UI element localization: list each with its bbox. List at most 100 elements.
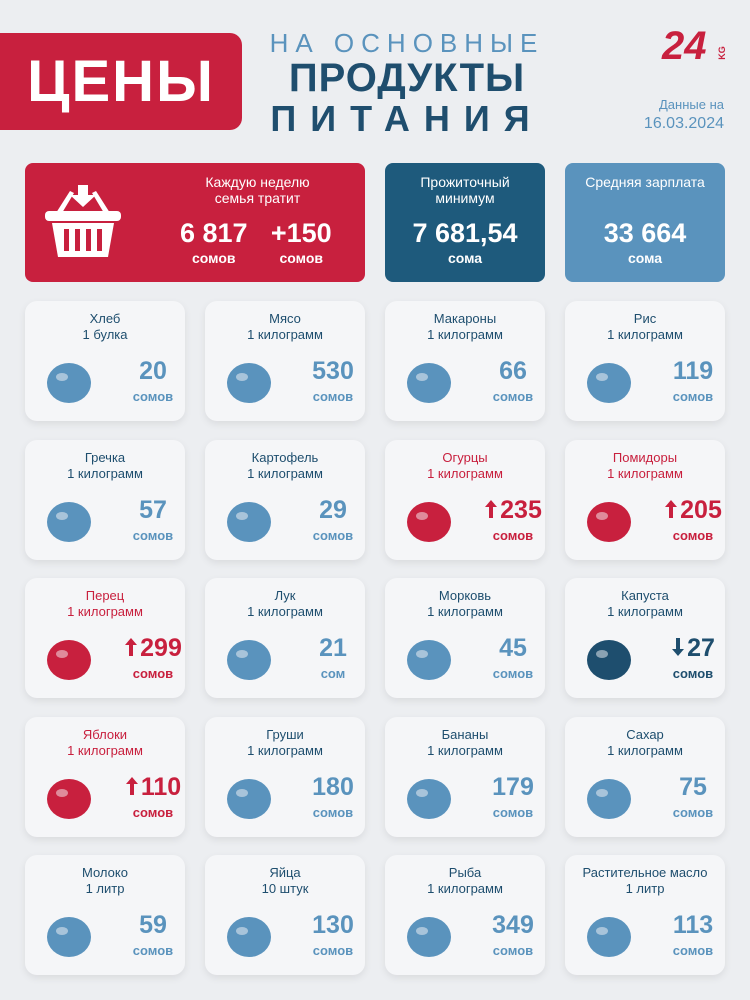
item-quantity: 1 килограмм (247, 604, 323, 619)
trend-up-arrow (485, 499, 498, 518)
item-name: Картофель (251, 449, 319, 465)
summary-label: Средняя зарплата (585, 174, 705, 190)
summary-value: 6 817 (179, 218, 248, 248)
item-unit: сомов (492, 666, 534, 681)
summary-unit: сома (627, 250, 663, 266)
item-name: Рыба (448, 865, 482, 880)
item-name: Хлеб (89, 311, 121, 326)
price-value: 130 (312, 911, 354, 939)
item-name: Рис (633, 311, 657, 326)
trend-up-arrow (125, 776, 138, 795)
item-price: 57 (103, 496, 203, 525)
item-price: 21 (283, 634, 383, 663)
summary-label: Каждую неделю семья тратит (205, 174, 310, 206)
title: ЦЕНЫ (27, 49, 215, 114)
item-name: Макароны (433, 311, 497, 326)
item-card: Молоко 1 литр 59 сомов (25, 855, 185, 975)
item-price: 205 (643, 496, 743, 525)
item-price: 299 (103, 634, 203, 663)
item-card: Капуста 1 килограмм 27 сомов (565, 578, 725, 698)
item-unit: сомов (492, 804, 534, 820)
item-quantity: 1 литр (625, 881, 665, 896)
icon (227, 917, 271, 957)
item-price: 20 (103, 357, 203, 386)
icon (407, 778, 451, 819)
item-quantity: 1 килограмм (67, 742, 143, 758)
item-quantity: 1 килограмм (67, 604, 143, 619)
item-price: 59 (103, 911, 203, 940)
item-name: Морковь (438, 588, 492, 603)
icon (587, 363, 631, 403)
item-unit: сомов (132, 804, 174, 820)
item-quantity: 1 килограмм (427, 327, 503, 342)
subtitle: НА ОСНОВНЫЕ (269, 28, 545, 58)
icon (587, 501, 631, 542)
price-value: 57 (139, 495, 167, 524)
item-unit: сомов (672, 527, 714, 543)
item-unit: сомов (132, 389, 174, 404)
price-value: 180 (312, 772, 354, 801)
price-value: 179 (492, 772, 534, 801)
item-card: Огурцы 1 килограмм 235 сомов (385, 439, 545, 560)
item-quantity: 1 килограмм (607, 742, 683, 758)
item-quantity: 1 килограмм (607, 465, 683, 481)
item-unit: сом (320, 666, 346, 681)
item-unit: сомов (492, 527, 534, 543)
item-name: Яйца (269, 865, 301, 880)
date: 16.03.2024 (643, 115, 724, 132)
item-quantity: 1 килограмм (247, 327, 323, 342)
summary-unit: сома (447, 250, 483, 266)
item-price: 180 (283, 773, 383, 802)
summary-card: Средняя зарплата 33 664 сома (565, 163, 725, 282)
item-card: Хлеб 1 булка 20 сомов (25, 301, 185, 421)
item-unit: сомов (312, 389, 354, 404)
icon (227, 640, 271, 680)
price-value: 110 (140, 772, 182, 801)
price-value: 235 (500, 495, 542, 524)
item-quantity: 1 килограмм (607, 327, 683, 342)
item-name: Молоко (82, 865, 128, 880)
item-name: Бананы (441, 726, 489, 742)
date-label: Данные на (659, 97, 724, 112)
item-price: 45 (463, 634, 563, 663)
icon (587, 917, 631, 957)
price-value: 20 (139, 357, 167, 385)
item-name: Перец (85, 588, 125, 603)
price-value: 299 (140, 634, 182, 662)
item-card: Яйца 10 штук 130 сомов (205, 855, 365, 975)
item-price: 235 (463, 496, 563, 525)
item-quantity: 1 килограмм (427, 604, 503, 619)
logo: 24 (662, 24, 707, 68)
summary-card: Прожиточный минимум 7 681,54 сома (385, 163, 545, 282)
item-name: Груши (266, 726, 304, 742)
item-card: Груши 1 килограмм 180 сомов (205, 716, 365, 837)
icon (407, 917, 451, 957)
price-value: 27 (687, 634, 715, 662)
item-price: 75 (643, 773, 743, 802)
item-card: Растительное масло 1 литр 113 сомов (565, 855, 725, 975)
summary-unit: сомов (192, 250, 236, 266)
price-value: 66 (499, 357, 527, 385)
item-card: Перец 1 килограмм 299 сомов (25, 578, 185, 698)
item-price: 119 (643, 357, 743, 386)
item-unit: сомов (672, 389, 714, 404)
summary-value: 7 681,54 (412, 218, 518, 248)
item-card: Морковь 1 килограмм 45 сомов (385, 578, 545, 698)
item-name: Сахар (626, 726, 664, 742)
item-quantity: 1 килограмм (67, 465, 143, 481)
price-value: 75 (679, 772, 707, 801)
trend-down-arrow (672, 638, 685, 656)
item-price: 530 (283, 357, 383, 386)
item-quantity: 1 килограмм (427, 742, 503, 758)
item-quantity: 1 килограмм (607, 604, 683, 619)
summary-unit: сомов (279, 250, 323, 266)
item-quantity: 1 килограмм (427, 465, 503, 481)
item-name: Лук (274, 588, 296, 603)
item-price: 110 (103, 773, 203, 802)
icon (227, 501, 271, 542)
item-unit: сомов (672, 943, 714, 958)
icon (47, 640, 91, 680)
price-value: 349 (492, 911, 534, 939)
item-card: Рис 1 килограмм 119 сомов (565, 301, 725, 421)
